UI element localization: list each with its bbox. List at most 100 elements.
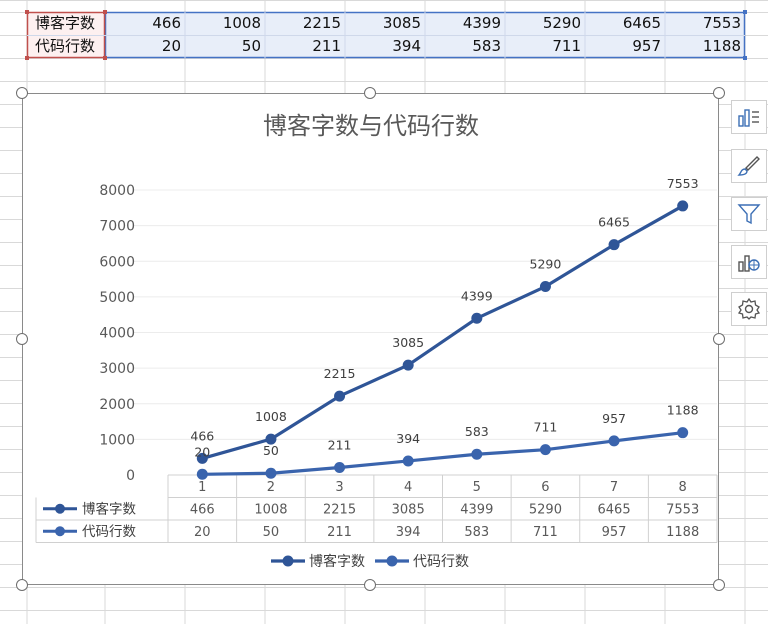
- y-tick-label: 8000: [99, 183, 135, 199]
- cell-value[interactable]: 583: [472, 37, 501, 55]
- y-tick-label: 2000: [99, 397, 135, 413]
- legend-item: 代码行数: [375, 554, 469, 570]
- table-cell-value: 6465: [598, 503, 631, 518]
- resize-handle-bottom-left[interactable]: [16, 579, 28, 591]
- line-chart: 博客字数与代码行数 0 1000 2000 3000 4000 5000 6000 7000 80…: [35, 112, 718, 570]
- table-cell-value: 50: [263, 525, 280, 540]
- resize-handle-top-middle[interactable]: [364, 87, 376, 99]
- data-table: 1 2 3 4 5 6 7 8 博客字数 466 1008 2215 3085 4399 5290 6465 7…: [35, 474, 718, 543]
- table-cell-value: 711: [533, 525, 558, 540]
- settings-icon: [737, 297, 761, 320]
- table-cell-value: 3085: [392, 503, 425, 518]
- data-label: 50: [263, 443, 279, 458]
- resize-handle-middle-left[interactable]: [16, 333, 28, 345]
- cell-value[interactable]: 711: [552, 37, 581, 55]
- data-point: [334, 461, 346, 473]
- data-point: [539, 281, 551, 293]
- data-point: [402, 359, 414, 371]
- data-label: 1008: [255, 409, 287, 424]
- x-category-label: 6: [541, 480, 549, 495]
- table-cell-value: 466: [190, 503, 215, 518]
- resize-handle-bottom-right[interactable]: [713, 579, 725, 591]
- cell-value[interactable]: 5290: [542, 14, 581, 32]
- data-label: 7553: [667, 176, 699, 191]
- data-label: 3085: [392, 335, 424, 350]
- data-point: [608, 239, 620, 251]
- chart-type-button[interactable]: [731, 245, 767, 279]
- data-label: 211: [328, 437, 352, 452]
- resize-handle-middle-right[interactable]: [713, 333, 725, 345]
- table-series-name: 代码行数: [82, 524, 136, 540]
- cell-value[interactable]: 1008: [222, 14, 261, 32]
- x-category-label: 8: [679, 480, 687, 495]
- y-tick-label: 3000: [99, 361, 135, 377]
- y-tick-label: 4000: [99, 326, 135, 342]
- table-cell-value: 5290: [529, 503, 562, 518]
- legend-item: 博客字数: [271, 553, 365, 570]
- resize-handle-top-left[interactable]: [16, 87, 28, 99]
- x-category-label: 4: [404, 480, 412, 495]
- cell-value[interactable]: 20: [161, 37, 181, 55]
- y-tick-label: 5000: [99, 290, 135, 306]
- chart-filters-button[interactable]: [731, 197, 767, 231]
- resize-handle-bottom-middle[interactable]: [364, 579, 376, 591]
- legend-key-marker: [386, 555, 398, 567]
- chart-type-icon: [738, 255, 760, 272]
- series-line: [202, 431, 683, 476]
- y-tick-label: 7000: [99, 219, 135, 235]
- table-legend-key-marker: [55, 526, 65, 537]
- data-label: 4399: [461, 288, 493, 303]
- data-label: 5290: [530, 257, 562, 272]
- cell-value[interactable]: 1188: [702, 37, 741, 55]
- data-label: 711: [534, 420, 558, 435]
- data-point: [334, 390, 346, 402]
- cell-value[interactable]: 50: [241, 37, 261, 55]
- data-label: 2215: [324, 366, 356, 381]
- chart-styles-button[interactable]: [731, 149, 767, 183]
- data-point: [196, 452, 208, 464]
- cell-value[interactable]: 2215: [302, 14, 341, 32]
- data-point: [677, 427, 689, 439]
- table-cell-value: 394: [396, 525, 421, 540]
- table-cell-value: 4399: [460, 503, 493, 518]
- data-label: 1188: [667, 403, 699, 418]
- data-label: 394: [396, 431, 420, 446]
- x-category-label: 3: [335, 480, 343, 495]
- data-point: [471, 448, 483, 460]
- table-series-name: 博客字数: [82, 501, 136, 518]
- row-label-blog-words[interactable]: 博客字数: [34, 14, 95, 32]
- cell-value[interactable]: 394: [392, 37, 421, 55]
- data-label: 583: [465, 424, 489, 439]
- data-point: [677, 200, 689, 212]
- chart-elements-icon: [738, 109, 759, 127]
- chart-elements-button[interactable]: [731, 100, 767, 134]
- x-category-label: 7: [610, 480, 618, 495]
- chart-area[interactable]: 博客字数与代码行数 0 1000 2000 3000 4000 5000 6000 7000 80…: [22, 93, 719, 585]
- x-category-label: 1: [198, 480, 206, 495]
- chart-styles-icon: [737, 156, 760, 176]
- cell-value[interactable]: 957: [632, 37, 661, 55]
- data-point: [265, 433, 277, 445]
- resize-handle-top-right[interactable]: [713, 87, 725, 99]
- table-cell-value: 957: [602, 525, 627, 540]
- series-line: [201, 204, 684, 460]
- chart-title: 博客字数与代码行数: [263, 112, 479, 140]
- legend-label: 代码行数: [413, 554, 469, 570]
- legend-key-marker: [282, 555, 294, 567]
- data-point: [265, 467, 277, 479]
- cell-value[interactable]: 7553: [702, 14, 741, 32]
- data-label: 466: [190, 428, 214, 443]
- table-cell-value: 1008: [254, 503, 287, 518]
- table-cell-value: 7553: [666, 503, 699, 518]
- row-label-code-lines[interactable]: 代码行数: [34, 37, 95, 55]
- cell-value[interactable]: 6465: [622, 14, 661, 32]
- data-point: [402, 455, 414, 467]
- table-cell-value: 2215: [323, 503, 356, 518]
- chart-settings-button[interactable]: [731, 292, 767, 326]
- legend-label: 博客字数: [309, 553, 365, 570]
- cell-value[interactable]: 211: [312, 37, 341, 55]
- cell-value[interactable]: 3085: [382, 14, 421, 32]
- cell-value[interactable]: 466: [152, 14, 181, 32]
- data-point: [471, 312, 483, 324]
- cell-value[interactable]: 4399: [462, 14, 501, 32]
